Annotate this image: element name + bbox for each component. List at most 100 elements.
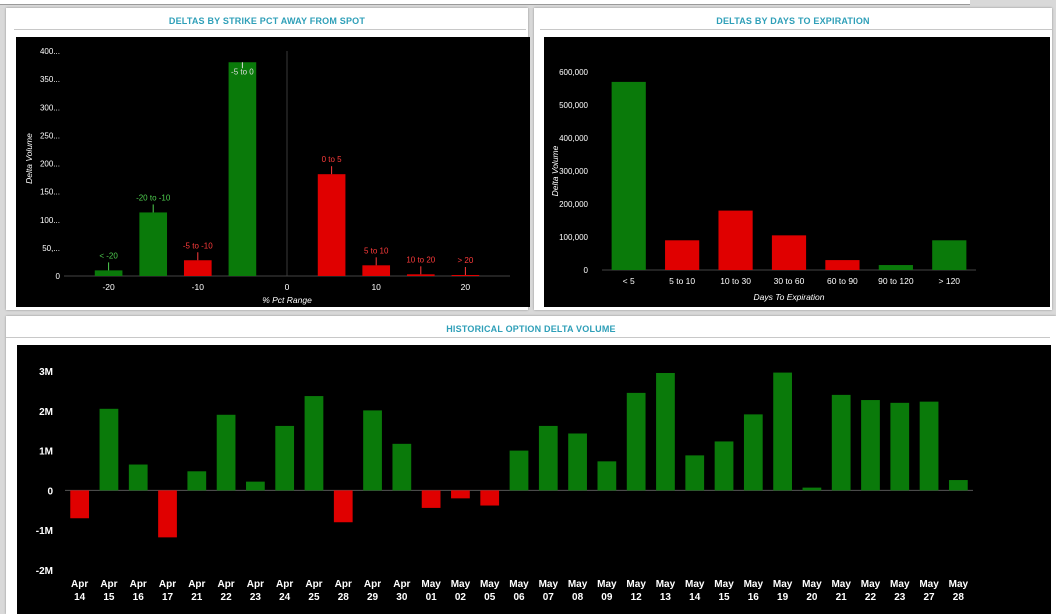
bar	[597, 461, 617, 491]
x-tick-month: May	[480, 579, 500, 590]
x-tick-day: 05	[484, 592, 496, 603]
y-tick-label: 2M	[39, 407, 53, 418]
x-tick-day: 12	[631, 592, 643, 603]
x-tick-month: May	[597, 579, 617, 590]
x-tick-day: 06	[513, 592, 525, 603]
x-tick-day: 22	[865, 592, 877, 603]
y-tick-label: 100...	[40, 216, 60, 225]
bar-label: -5 to 0	[231, 67, 254, 76]
y-tick-label: 400...	[40, 47, 60, 56]
bar	[183, 260, 212, 276]
bar	[714, 441, 734, 491]
strike-pct-panel: DELTAS BY STRIKE PCT AWAY FROM SPOT 0 50,…	[6, 8, 530, 310]
x-tick-label: -20	[102, 282, 115, 292]
bar	[665, 240, 700, 270]
x-tick-month: May	[714, 579, 734, 590]
y-axis-label: Delta Volume	[24, 133, 34, 184]
bar	[275, 425, 295, 491]
x-tick-day: 14	[74, 592, 86, 603]
x-tick-month: May	[890, 579, 910, 590]
x-tick-month: Apr	[71, 579, 88, 590]
bar	[451, 275, 480, 276]
title-rule	[14, 29, 526, 30]
y-tick-label: 200,000	[559, 200, 588, 209]
y-tick-label: -1M	[36, 526, 53, 537]
days-expiration-chart: 0 100,000 200,000 300,000 400,000 500,000 600,…	[544, 37, 1050, 307]
bar	[139, 212, 168, 276]
bar	[228, 62, 257, 276]
x-tick-month: May	[656, 579, 676, 590]
x-tick-day: 16	[748, 592, 760, 603]
y-tick-label: 3M	[39, 367, 53, 378]
bar	[831, 394, 851, 491]
x-tick-label: < 5	[623, 276, 635, 286]
bar-label: 10 to 20	[406, 255, 435, 264]
y-tick-label: 0	[47, 486, 53, 497]
bar	[363, 410, 382, 491]
bar	[70, 490, 90, 519]
x-tick-day: 16	[133, 592, 145, 603]
bar-label: > 20	[458, 256, 474, 265]
bar	[451, 490, 470, 499]
x-tick-day: 08	[572, 592, 584, 603]
y-tick-label: 50,...	[42, 244, 60, 253]
x-tick-label: -10	[192, 282, 205, 292]
x-tick-month: May	[949, 579, 969, 590]
x-tick-label: 10 to 30	[720, 276, 751, 286]
bar	[99, 408, 119, 491]
x-tick-month: May	[451, 579, 471, 590]
x-tick-month: May	[568, 579, 588, 590]
x-tick-day: 30	[396, 592, 408, 603]
x-tick-day: 28	[953, 592, 965, 603]
strike-pct-chart: 0 50,... 100... 150... 200... 250... 300... 350…	[16, 37, 530, 307]
bar-label: 0 to 5	[322, 155, 343, 164]
bar	[406, 274, 435, 276]
x-tick-month: Apr	[305, 579, 322, 590]
bar	[509, 450, 529, 491]
x-tick-month: May	[539, 579, 559, 590]
x-tick-month: Apr	[247, 579, 264, 590]
title-rule	[6, 337, 1050, 338]
x-tick-day: 29	[367, 592, 379, 603]
x-tick-day: 27	[924, 592, 936, 603]
x-tick-label: 30 to 60	[774, 276, 805, 286]
x-tick-month: Apr	[100, 579, 117, 590]
top-window-edge	[0, 0, 970, 5]
days-expiration-title: DELTAS BY DAYS TO EXPIRATION	[716, 16, 870, 26]
x-axis-label: % Pct Range	[262, 295, 312, 305]
bar	[932, 240, 967, 270]
x-tick-day: 15	[103, 592, 115, 603]
y-tick-label: 300,000	[559, 167, 588, 176]
x-tick-label: > 120	[939, 276, 961, 286]
bar	[743, 414, 763, 491]
x-tick-day: 25	[308, 592, 320, 603]
bar	[878, 265, 913, 270]
x-tick-month: May	[509, 579, 529, 590]
bar	[392, 443, 412, 491]
bar	[718, 210, 753, 270]
bar	[216, 414, 236, 491]
x-tick-month: May	[802, 579, 822, 590]
history-chart: -2M -1M 0 1M 2M 3M Apr 14 Apr 15 Apr 16 Apr 17 Apr 21 Ap…	[17, 345, 1051, 614]
history-panel: HISTORICAL OPTION DELTA VOLUME -2M -1M 0 1M…	[6, 316, 1056, 614]
x-tick-day: 23	[250, 592, 262, 603]
x-tick-month: Apr	[159, 579, 176, 590]
history-title: HISTORICAL OPTION DELTA VOLUME	[446, 324, 616, 334]
bar	[128, 464, 148, 491]
x-tick-day: 19	[777, 592, 789, 603]
bar	[480, 490, 500, 506]
bar	[158, 490, 177, 538]
x-tick-month: May	[831, 579, 851, 590]
bar	[421, 490, 441, 508]
bar	[802, 487, 822, 491]
x-tick-month: May	[919, 579, 939, 590]
x-tick-day: 13	[660, 592, 672, 603]
y-tick-label: 100,000	[559, 233, 588, 242]
x-tick-month: May	[626, 579, 646, 590]
x-axis-label: Days To Expiration	[753, 292, 824, 302]
y-tick-label: 600,000	[559, 68, 588, 77]
x-tick-month: Apr	[276, 579, 293, 590]
x-tick-day: 02	[455, 592, 467, 603]
bar	[611, 81, 646, 271]
x-tick-label: 90 to 120	[878, 276, 914, 286]
